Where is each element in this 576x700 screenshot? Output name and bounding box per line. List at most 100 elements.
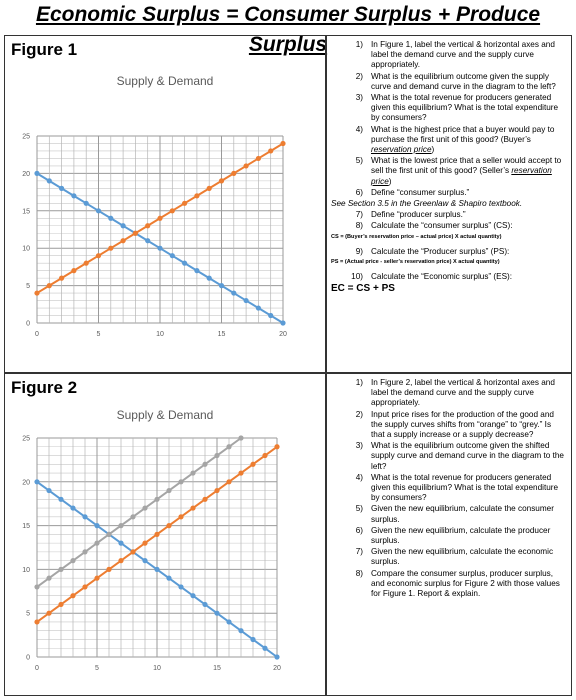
- fig2-series-0-point: [70, 505, 76, 511]
- fig2-x-tick-label: 10: [153, 665, 161, 672]
- fig2-series-1-point: [34, 619, 40, 625]
- fig1-series-1-point: [120, 238, 126, 244]
- figure2-questions-cell: 1) In Figure 2, label the vertical & hori…: [326, 373, 572, 696]
- figure1-question-6: 6) Define “consumer surplus.”: [331, 188, 565, 198]
- question-number: 2): [355, 409, 363, 419]
- question-text: Given the new equilibrium, calculate the…: [371, 547, 554, 567]
- fig2-series-2-point: [130, 514, 136, 520]
- question-text: Compare the consumer surplus, producer s…: [371, 568, 560, 599]
- fig1-series-1-point: [95, 253, 102, 259]
- figure1-question-3: 3) What is the total revenue for producer…: [331, 93, 565, 124]
- fig2-series-0-point: [238, 628, 244, 634]
- fig1-series-0-point: [268, 312, 274, 319]
- question-number: 3): [355, 93, 363, 103]
- fig2-series-0-point: [262, 645, 268, 651]
- fig1-y-tick-label: 20: [22, 171, 30, 178]
- fig2-x-tick-label: 20: [273, 665, 281, 672]
- fig1-y-tick-label: 5: [26, 283, 30, 290]
- fig2-y-tick-label: 10: [22, 567, 30, 574]
- fig2-series-1-point: [226, 479, 232, 485]
- fig1-series-0-point: [243, 297, 249, 304]
- question-number: 4): [355, 472, 363, 482]
- fig2-series-1-point: [214, 487, 220, 494]
- question-text: Input price rises for the production of …: [371, 409, 554, 440]
- question-text: What is the total revenue for producers …: [371, 472, 559, 503]
- fig2-series-2-point: [214, 452, 220, 459]
- fig1-series-0-point: [206, 275, 212, 281]
- fig2-series-1-point: [82, 584, 88, 590]
- fig2-series-0-point: [34, 479, 40, 485]
- figure2-question-list: 1) In Figure 2, label the vertical & hori…: [327, 374, 571, 695]
- fig1-series-1-point: [83, 260, 89, 266]
- question-text: Calculate the “consumer surplus” (CS):: [371, 221, 513, 231]
- figure1-question-4: 4) What is the highest price that a buyer…: [331, 125, 565, 156]
- reservation-price-term: reservation price: [371, 145, 432, 155]
- question-text: Define “producer surplus.”: [371, 210, 466, 220]
- fig1-series-0-point: [71, 193, 77, 199]
- fig1-series-1-point: [59, 275, 65, 281]
- fig2-series-2-point: [70, 558, 76, 564]
- figure1-question-5: 5) What is the lowest price that a seller…: [331, 156, 565, 187]
- figure1-chart-title: Supply & Demand: [116, 74, 214, 88]
- fig2-series-1-point: [154, 531, 160, 537]
- question-text-part: What is the highest price that a buyer w…: [371, 124, 555, 144]
- fig1-series-0-point: [231, 290, 237, 296]
- fig2-series-0-point: [214, 610, 220, 616]
- page-title: Economic Surplus = Consumer Surplus + Pr…: [35, 3, 541, 56]
- figure2-chart-title: Supply & Demand: [116, 408, 214, 422]
- question-number: 5): [355, 156, 363, 166]
- question-number: 5): [355, 504, 363, 514]
- fig2-series-0-point: [274, 654, 280, 660]
- fig1-series-1-point: [194, 193, 200, 199]
- fig2-series-2-point: [82, 549, 88, 555]
- fig2-x-tick-label: 0: [35, 665, 39, 672]
- ps-formula: PS = (Actual price - seller’s reservatio…: [331, 258, 500, 265]
- fig2-series-2-line: [36, 437, 242, 588]
- question-number: 7): [355, 547, 363, 557]
- fig1-y-tick-label: 10: [22, 246, 30, 253]
- question-number: 7): [355, 210, 363, 220]
- ec-formula: EC = CS + PS: [331, 283, 395, 295]
- question-text: What is the equilibrium outcome given th…: [371, 441, 564, 471]
- fig1-series-0-point: [182, 260, 188, 266]
- textbook-note: See Section 3.5 in the Greenlaw & Shapir…: [331, 199, 523, 209]
- fig2-x-tick-label: 5: [95, 665, 99, 672]
- fig1-series-1-point: [280, 140, 286, 147]
- figure1-label: Figure 1: [11, 40, 78, 59]
- fig2-y-tick-label: 5: [26, 611, 30, 618]
- question-number: 9): [355, 246, 363, 256]
- question-text-part: What is the lowest price that a seller w…: [371, 156, 562, 176]
- fig2-series-0-point: [58, 496, 64, 502]
- fig1-y-tick-label: 15: [22, 208, 30, 215]
- fig1-series-0-point: [120, 223, 126, 229]
- fig1-series-1-point: [108, 245, 114, 251]
- fig1-series-1-point: [34, 290, 40, 296]
- fig2-series-2-point: [154, 496, 160, 502]
- fig2-series-1-point: [130, 549, 136, 555]
- fig2-series-1-point: [94, 575, 100, 581]
- fig2-series-0-point: [154, 566, 160, 572]
- question-text: What is the lowest price that a seller w…: [371, 156, 565, 187]
- fig2-series-1-point: [178, 514, 184, 520]
- figure1-question-9: 9) Calculate the “Producer surplus” (PS):: [331, 247, 565, 257]
- fig1-series-0-point: [194, 268, 200, 274]
- question-number: 1): [355, 378, 363, 387]
- fig2-series-0-point: [118, 540, 124, 546]
- fig1-series-0-point: [218, 283, 225, 289]
- fig2-series-0-point: [226, 619, 232, 625]
- fig1-x-tick-label: 15: [218, 331, 226, 338]
- figure1-question-10: 10) Calculate the “Economic surplus” (ES)…: [331, 272, 565, 282]
- question-text: Given the new equilibrium, calculate the…: [371, 504, 554, 524]
- fig2-series-2-point: [142, 505, 148, 511]
- fig1-series-0-point: [280, 320, 286, 326]
- fig1-series-1-point: [46, 283, 52, 289]
- question-text-part: ): [431, 145, 435, 155]
- question-text: What is the total revenue for producers …: [371, 93, 559, 123]
- fig2-series-1-point: [262, 452, 268, 459]
- question-text: Calculate the “Producer surplus” (PS):: [371, 246, 510, 256]
- fig1-y-tick-label: 0: [26, 321, 30, 328]
- figure2-question-2: 2) Input price rises for the production o…: [331, 410, 565, 441]
- fig2-series-1-point: [70, 593, 76, 599]
- fig1-series-0-point: [169, 253, 175, 259]
- fig1-series-0-point: [157, 245, 163, 251]
